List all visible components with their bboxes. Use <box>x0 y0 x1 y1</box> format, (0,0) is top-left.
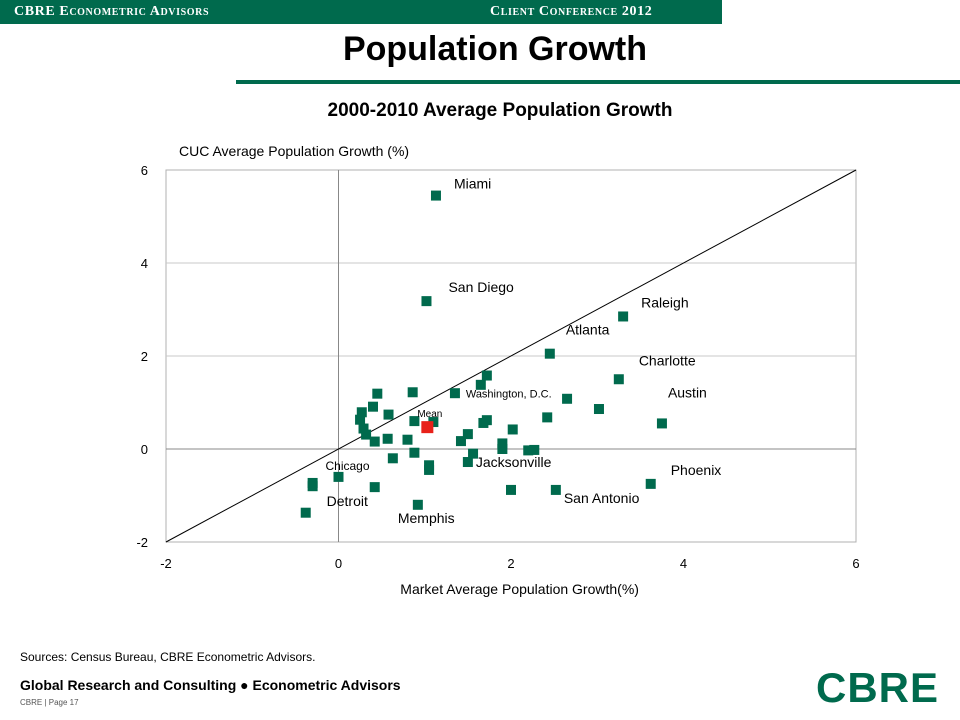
page-title: Population Growth <box>342 30 648 68</box>
data-point-27 <box>523 445 534 456</box>
data-point-5 <box>369 436 380 447</box>
data-point-10 <box>402 434 413 445</box>
labeled-point-7 <box>645 478 656 489</box>
header-event: Client Conference 2012 <box>490 4 653 19</box>
point-label-10: Memphis <box>398 510 455 526</box>
sources-note: Sources: Census Bureau, CBRE Econometric… <box>20 650 316 664</box>
point-label-8: Jacksonville <box>476 454 552 470</box>
x-tick-label-2: 2 <box>507 556 514 571</box>
labeled-point-3 <box>544 348 555 359</box>
x-tick-label-4: 6 <box>852 556 859 571</box>
data-point-0 <box>355 414 366 425</box>
mean-point <box>421 421 434 434</box>
data-point-32 <box>369 482 380 493</box>
data-point-35 <box>506 484 516 495</box>
data-point-9 <box>387 453 398 464</box>
point-label-11: Detroit <box>327 493 368 509</box>
data-point-20 <box>468 448 479 459</box>
y-tick-label-4: 6 <box>141 163 148 178</box>
point-label-2: Raleigh <box>641 294 688 310</box>
data-point-25 <box>497 444 508 454</box>
labeled-point-9 <box>550 484 561 495</box>
data-point-24 <box>497 438 508 449</box>
point-label-4: Charlotte <box>639 352 696 368</box>
y-tick-label-1: 0 <box>141 442 148 457</box>
footer-page-number: CBRE | Page 17 <box>20 698 79 707</box>
labeled-point-1 <box>421 296 432 307</box>
data-point-23 <box>481 415 492 426</box>
point-label-1: San Diego <box>448 279 514 295</box>
point-label-0: Miami <box>454 176 491 192</box>
data-point-8 <box>383 409 394 420</box>
reference-line-y-equals-x <box>165 169 857 543</box>
point-label-9: San Antonio <box>564 490 640 506</box>
x-tick-label-3: 4 <box>680 556 687 571</box>
labeled-point-11 <box>307 481 318 492</box>
labeled-point-4 <box>613 374 624 385</box>
data-point-29 <box>542 412 553 423</box>
data-point-28 <box>529 444 540 455</box>
data-point-2 <box>358 423 369 434</box>
data-point-33 <box>300 507 311 518</box>
data-point-3 <box>361 429 372 440</box>
point-label-3: Atlanta <box>566 322 610 338</box>
labeled-point-6 <box>656 418 667 429</box>
data-point-17 <box>449 388 460 399</box>
x-tick-label-1: 0 <box>335 556 342 571</box>
data-point-26 <box>507 424 518 435</box>
data-point-16 <box>428 417 439 428</box>
point-label-5: Washington, D.C. <box>466 389 552 401</box>
data-point-15 <box>424 464 435 475</box>
point-label-12: Chicago <box>326 459 370 473</box>
mean-point-label: Mean <box>417 409 442 420</box>
labeled-point-2 <box>618 311 629 322</box>
y-tick-label-0: -2 <box>136 535 148 550</box>
labeled-point-0 <box>430 190 441 201</box>
data-point-6 <box>372 388 383 399</box>
data-point-21 <box>475 379 486 390</box>
labeled-point-8 <box>462 457 473 468</box>
data-point-12 <box>409 416 420 427</box>
labeled-point-10 <box>412 499 423 510</box>
chart-title: 2000-2010 Average Population Growth <box>327 100 673 121</box>
y-tick-label-2: 2 <box>141 349 148 364</box>
header-company: CBRE Econometric Advisors <box>14 4 210 19</box>
y-tick-label-3: 4 <box>141 256 148 271</box>
y-axis-label: CUC Average Population Growth (%) <box>179 143 409 159</box>
title-rule <box>236 80 960 84</box>
data-point-13 <box>409 447 420 458</box>
scatter-chart: -2 0 2 4 6 -2 0 2 4 6 CUC Average Population Growt… <box>136 143 859 597</box>
data-point-19 <box>462 429 473 440</box>
data-point-18 <box>455 436 466 447</box>
x-tick-label-0: -2 <box>160 556 172 571</box>
labeled-point-5 <box>481 370 492 381</box>
data-point-1 <box>356 407 367 418</box>
cbre-logo: CBRE <box>816 664 940 711</box>
data-point-4 <box>368 401 378 412</box>
point-label-7: Phoenix <box>671 462 722 478</box>
x-axis-label: Market Average Population Growth(%) <box>400 581 639 597</box>
data-point-31 <box>593 404 604 415</box>
data-point-11 <box>407 387 418 398</box>
data-point-30 <box>562 393 573 404</box>
point-label-6: Austin <box>668 384 707 400</box>
labeled-point-12 <box>333 471 344 482</box>
data-point-7 <box>382 433 393 444</box>
footer-line: Global Research and Consulting ● Econome… <box>20 677 401 693</box>
header-bar: CBRE Econometric Advisors Client Confere… <box>0 0 722 24</box>
